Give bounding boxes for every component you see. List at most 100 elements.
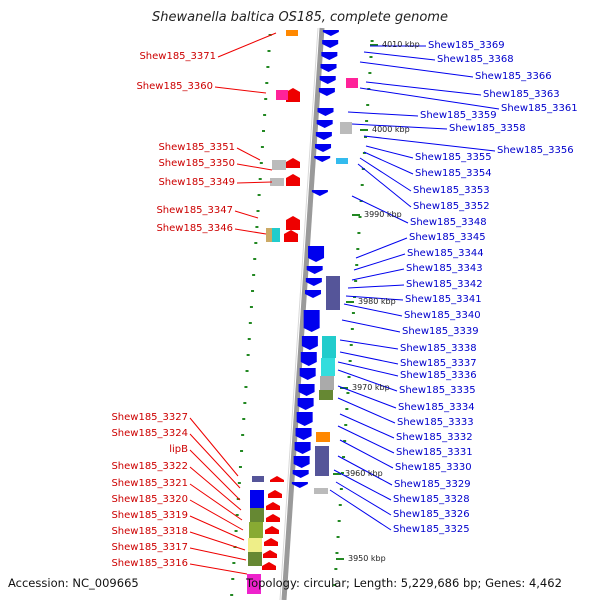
reverse-gene-arrow xyxy=(316,120,333,128)
reverse-gene-arrow xyxy=(321,52,338,60)
scale-dot xyxy=(354,280,358,282)
feature-box xyxy=(249,522,263,538)
reverse-gene-arrow xyxy=(318,88,335,96)
reverse-gene-label: Shew185_3366 xyxy=(475,71,552,82)
forward-gene-label: Shew185_3322 xyxy=(111,461,188,472)
reverse-gene-label: Shew185_3344 xyxy=(407,248,484,259)
scale-dot xyxy=(244,386,248,388)
scale-dot xyxy=(231,578,235,580)
feature-box xyxy=(248,538,262,552)
reverse-gene-arrow xyxy=(303,310,320,332)
feature-box xyxy=(322,336,336,358)
scale-dot xyxy=(337,520,341,522)
feature-box xyxy=(340,122,352,134)
scale-dot xyxy=(235,514,239,516)
forward-gene-arrow xyxy=(268,490,282,498)
reverse-gene-label: Shew185_3333 xyxy=(397,417,474,428)
reverse-gene-arrow xyxy=(298,384,315,396)
reverse-gene-label: Shew185_3331 xyxy=(396,447,473,458)
scale-tick-mark xyxy=(370,44,378,46)
reverse-gene-label: Shew185_3340 xyxy=(404,310,481,321)
leader-line xyxy=(337,369,398,392)
leader-line xyxy=(189,515,245,541)
forward-gene-arrow xyxy=(266,502,280,510)
scale-dot xyxy=(362,152,366,154)
reverse-gene-label: Shew185_3337 xyxy=(400,358,477,369)
reverse-gene-arrow xyxy=(320,64,337,72)
scale-dot xyxy=(252,274,256,276)
leader-line xyxy=(363,51,436,61)
leader-line xyxy=(217,32,277,58)
leader-line xyxy=(363,151,414,175)
scale-tick-label: 3970 kbp xyxy=(352,383,390,392)
scale-dot xyxy=(241,434,245,436)
leader-line xyxy=(329,489,392,531)
forward-gene-label: Shew185_3346 xyxy=(156,223,233,234)
forward-gene-label: lipB xyxy=(169,444,188,455)
feature-box xyxy=(336,158,348,164)
forward-gene-label: Shew185_3318 xyxy=(111,526,188,537)
reverse-gene-label: Shew185_3342 xyxy=(406,279,483,290)
scale-dot xyxy=(360,184,364,186)
leader-line xyxy=(357,163,412,208)
leader-line xyxy=(333,469,392,501)
scale-dot xyxy=(232,562,236,564)
reverse-gene-label: Shew185_3338 xyxy=(400,343,477,354)
scale-dot xyxy=(348,360,352,362)
scale-tick-label: 3950 kbp xyxy=(348,554,386,563)
scale-dot xyxy=(344,424,348,426)
leader-line xyxy=(189,417,239,477)
forward-gene-label: Shew185_3316 xyxy=(111,558,188,569)
scale-dot xyxy=(259,162,263,164)
leader-line xyxy=(189,433,241,489)
scale-tick-label: 4010 kbp xyxy=(382,40,420,49)
scale-dot xyxy=(334,568,338,570)
leader-line xyxy=(359,87,500,110)
leader-line xyxy=(339,351,399,365)
leader-line xyxy=(347,284,405,289)
scale-dot xyxy=(248,322,252,324)
forward-gene-arrow xyxy=(286,174,300,186)
scale-dot xyxy=(267,50,271,52)
feature-box xyxy=(286,30,298,36)
scale-dot xyxy=(262,130,266,132)
feature-box xyxy=(321,358,335,376)
scale-dot xyxy=(255,226,259,228)
scale-dot xyxy=(339,488,343,490)
scale-dot xyxy=(333,584,337,586)
forward-gene-label: Shew185_3347 xyxy=(156,205,233,216)
scale-dot xyxy=(347,376,351,378)
scale-dot xyxy=(335,552,339,554)
scale-dot xyxy=(368,72,372,74)
scale-dot xyxy=(346,392,350,394)
leader-line xyxy=(351,195,409,224)
reverse-gene-arrow xyxy=(317,108,334,116)
scale-dot xyxy=(361,168,365,170)
scale-dot xyxy=(336,536,340,538)
reverse-gene-arrow xyxy=(305,290,322,298)
leader-line xyxy=(339,339,399,350)
reverse-gene-arrow xyxy=(299,368,316,380)
reverse-gene-arrow xyxy=(322,30,339,36)
reverse-gene-label: Shew185_3361 xyxy=(501,103,578,114)
scale-tick-label: 3960 kbp xyxy=(345,469,383,478)
reverse-gene-label: Shew185_3348 xyxy=(410,217,487,228)
scale-dot xyxy=(350,328,354,330)
leader-line xyxy=(189,499,244,531)
leader-line xyxy=(234,228,267,235)
forward-gene-label: Shew185_3371 xyxy=(139,51,216,62)
reverse-gene-arrow xyxy=(315,144,332,152)
leader-line xyxy=(236,147,261,161)
reverse-gene-arrow xyxy=(305,278,322,286)
feature-box xyxy=(272,160,286,170)
forward-gene-label: Shew185_3321 xyxy=(111,478,188,489)
reverse-gene-label: Shew185_3325 xyxy=(393,524,470,535)
forward-gene-arrow xyxy=(286,158,300,168)
reverse-gene-arrow xyxy=(311,190,328,196)
reverse-gene-arrow xyxy=(300,352,317,366)
leader-line xyxy=(341,319,401,333)
forward-gene-label: Shew185_3317 xyxy=(111,542,188,553)
scale-dot xyxy=(364,136,368,138)
forward-gene-label: Shew185_3320 xyxy=(111,494,188,505)
